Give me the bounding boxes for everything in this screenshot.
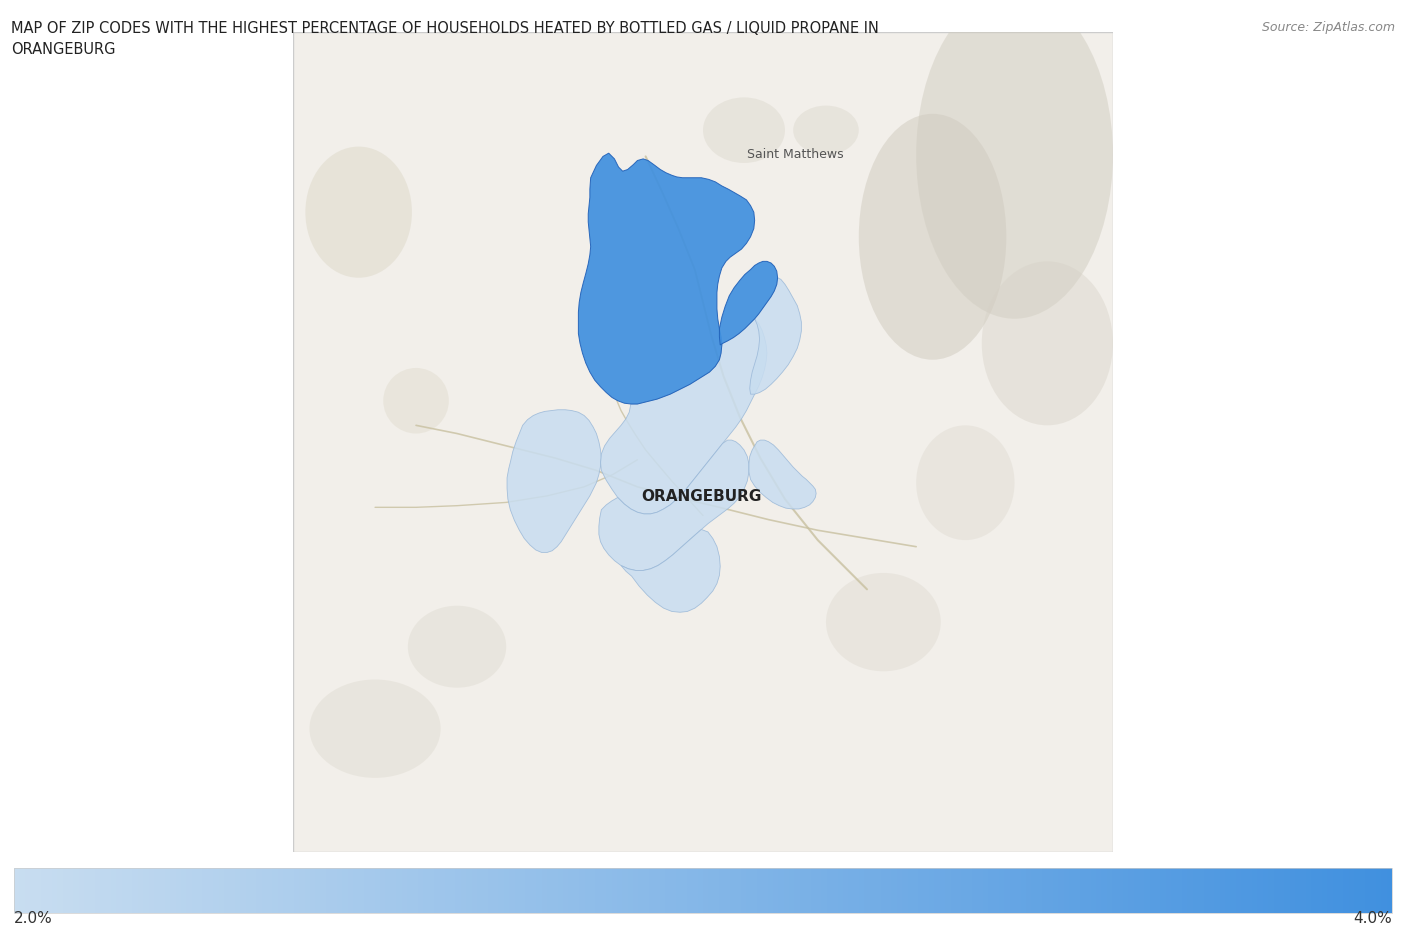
Ellipse shape <box>703 98 785 164</box>
Ellipse shape <box>917 426 1015 541</box>
Polygon shape <box>578 154 755 404</box>
Ellipse shape <box>305 148 412 279</box>
Text: Source: ZipAtlas.com: Source: ZipAtlas.com <box>1261 21 1395 34</box>
Text: MAP OF ZIP CODES WITH THE HIGHEST PERCENTAGE OF HOUSEHOLDS HEATED BY BOTTLED GAS: MAP OF ZIP CODES WITH THE HIGHEST PERCEN… <box>11 21 879 36</box>
Text: 2.0%: 2.0% <box>14 910 53 925</box>
Polygon shape <box>508 410 602 553</box>
Ellipse shape <box>917 0 1114 319</box>
FancyBboxPatch shape <box>292 33 1114 852</box>
Ellipse shape <box>825 573 941 672</box>
Polygon shape <box>600 319 766 515</box>
Text: Saint Matthews: Saint Matthews <box>748 148 844 160</box>
Text: ORANGEBURG: ORANGEBURG <box>641 488 762 503</box>
Ellipse shape <box>408 607 506 688</box>
Ellipse shape <box>981 262 1114 426</box>
Polygon shape <box>749 279 801 395</box>
Text: 4.0%: 4.0% <box>1353 910 1392 925</box>
Ellipse shape <box>859 115 1007 360</box>
Ellipse shape <box>793 107 859 155</box>
Polygon shape <box>720 262 778 345</box>
Ellipse shape <box>384 369 449 434</box>
Polygon shape <box>749 441 815 509</box>
Polygon shape <box>621 530 720 613</box>
Ellipse shape <box>309 680 440 778</box>
Text: ORANGEBURG: ORANGEBURG <box>11 42 115 57</box>
Polygon shape <box>599 441 749 571</box>
